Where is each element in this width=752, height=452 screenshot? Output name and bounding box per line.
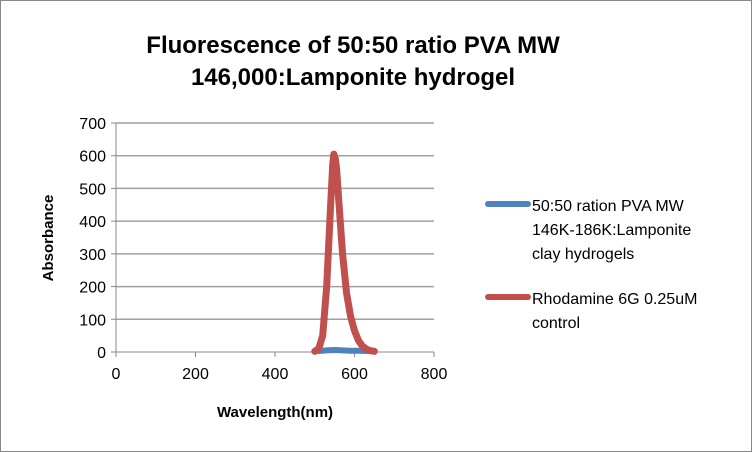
series-line-2 bbox=[311, 150, 378, 355]
legend-label-1: 146K-186K:Lamponite bbox=[532, 222, 691, 239]
x-tick-label: 400 bbox=[262, 366, 289, 383]
legend-label-1: clay hydrogels bbox=[532, 246, 634, 263]
y-tick-label: 200 bbox=[79, 280, 106, 297]
legend-label-1: 50:50 ration PVA MW bbox=[532, 198, 685, 215]
x-tick-label: 200 bbox=[182, 366, 209, 383]
x-tick-label: 0 bbox=[112, 366, 121, 383]
y-tick-label: 600 bbox=[79, 149, 106, 166]
chart-title-line2: 146,000:Lamponite hydrogel bbox=[191, 64, 515, 91]
legend-label-2: control bbox=[532, 315, 580, 332]
y-tick-label: 300 bbox=[79, 247, 106, 264]
y-tick-label: 500 bbox=[79, 181, 106, 198]
y-tick-label: 700 bbox=[79, 116, 106, 133]
chart-title-line1: Fluorescence of 50:50 ratio PVA MW bbox=[146, 32, 560, 59]
y-axis-label: Absorbance bbox=[40, 195, 57, 282]
x-axis-label: Wavelength(nm) bbox=[217, 404, 333, 421]
x-tick-label: 800 bbox=[421, 366, 448, 383]
x-tick-label: 600 bbox=[341, 366, 368, 383]
legend-label-2: Rhodamine 6G 0.25uM bbox=[532, 291, 697, 308]
y-tick-label: 100 bbox=[79, 312, 106, 329]
y-tick-label: 0 bbox=[97, 345, 106, 362]
y-tick-label: 400 bbox=[79, 214, 106, 231]
